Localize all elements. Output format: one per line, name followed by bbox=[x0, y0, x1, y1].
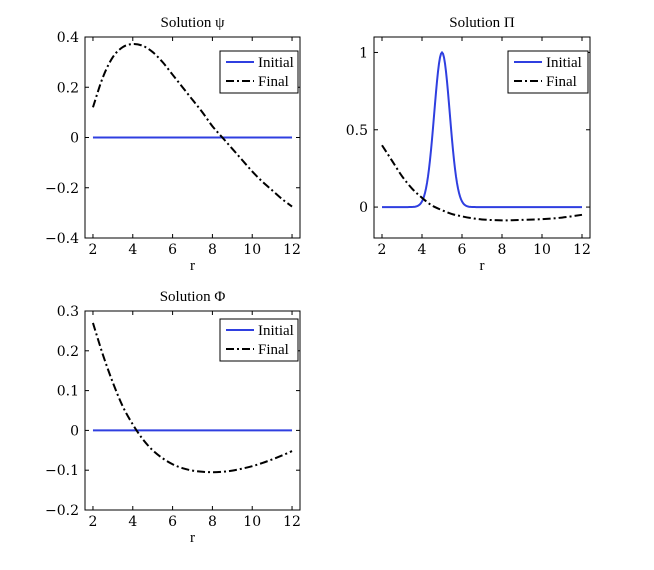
x-tick-label: 4 bbox=[418, 242, 427, 258]
y-tick-label: 0.2 bbox=[57, 344, 79, 360]
plot-area bbox=[92, 322, 293, 474]
legend-label-initial: Initial bbox=[258, 323, 294, 339]
legend-box bbox=[219, 50, 299, 94]
x-tick-label: 4 bbox=[128, 514, 137, 530]
legend: Initial Final bbox=[219, 50, 299, 94]
y-tick-label: 0.3 bbox=[57, 304, 79, 320]
y-tick-label: 0 bbox=[359, 200, 368, 216]
legend-label-final: Final bbox=[258, 74, 289, 90]
y-tick-label: 1 bbox=[359, 45, 368, 61]
x-tick-label: 8 bbox=[498, 242, 507, 258]
x-axis-label: r bbox=[190, 530, 195, 546]
x-tick-label: 4 bbox=[128, 242, 137, 258]
x-tick-label: 8 bbox=[208, 514, 217, 530]
chart-title: Solution Φ bbox=[160, 289, 226, 305]
series-line-initial bbox=[382, 50, 582, 209]
legend-label-final: Final bbox=[546, 74, 577, 90]
x-axis-label: r bbox=[480, 258, 485, 274]
x-tick-label: 6 bbox=[458, 242, 467, 258]
legend-label-initial: Initial bbox=[546, 55, 582, 71]
series-line-final bbox=[381, 144, 583, 222]
chart-title: Solution ψ bbox=[161, 15, 226, 31]
x-tick-label: 8 bbox=[208, 242, 217, 258]
y-tick-label: −0.1 bbox=[45, 463, 79, 479]
x-tick-label: 10 bbox=[533, 242, 551, 258]
series-line-final bbox=[92, 42, 293, 208]
x-tick-label: 6 bbox=[168, 242, 177, 258]
x-axis-label: r bbox=[190, 258, 195, 274]
series-line-final bbox=[92, 322, 293, 474]
y-tick-label: 0 bbox=[70, 131, 79, 147]
x-tick-label: 12 bbox=[283, 514, 301, 530]
y-tick-label: −0.4 bbox=[45, 231, 79, 247]
x-tick-label: 2 bbox=[89, 242, 98, 258]
y-tick-label: 0.4 bbox=[57, 30, 79, 46]
x-tick-label: 12 bbox=[283, 242, 301, 258]
legend: Initial Final bbox=[219, 318, 299, 362]
plot-area bbox=[92, 42, 293, 208]
chart-panel-3: 2 4 6 8 10 12 −0.2 −0.1 0 0.1 0.2 0.3 Solution Φ r Ini… bbox=[45, 289, 301, 546]
y-tick-label: 0.2 bbox=[57, 80, 79, 96]
chart-panel-1: 2 4 6 8 10 12 −0.4 −0.2 0 0.2 0.4 Solution ψ r Initia… bbox=[45, 15, 301, 274]
x-tick-label: 12 bbox=[573, 242, 591, 258]
plot-area bbox=[381, 50, 583, 222]
legend: Initial Final bbox=[507, 50, 589, 94]
y-tick-label: 0.5 bbox=[346, 123, 368, 139]
y-tick-label: −0.2 bbox=[45, 181, 79, 197]
legend-box bbox=[507, 50, 589, 94]
y-tick-label: −0.2 bbox=[45, 503, 79, 519]
chart-panel-2: 2 4 6 8 10 12 0 0.5 1 Solution Π r Initial Final bbox=[346, 15, 591, 274]
x-tick-label: 10 bbox=[243, 242, 261, 258]
x-tick-label: 6 bbox=[168, 514, 177, 530]
y-tick-label: 0 bbox=[70, 423, 79, 439]
x-tick-label: 2 bbox=[89, 514, 98, 530]
y-tick-label: 0.1 bbox=[57, 384, 79, 400]
legend-label-final: Final bbox=[258, 342, 289, 358]
x-tick-label: 2 bbox=[378, 242, 387, 258]
x-tick-label: 10 bbox=[243, 514, 261, 530]
legend-label-initial: Initial bbox=[258, 55, 294, 71]
chart-title: Solution Π bbox=[449, 15, 515, 31]
legend-box bbox=[219, 318, 299, 362]
